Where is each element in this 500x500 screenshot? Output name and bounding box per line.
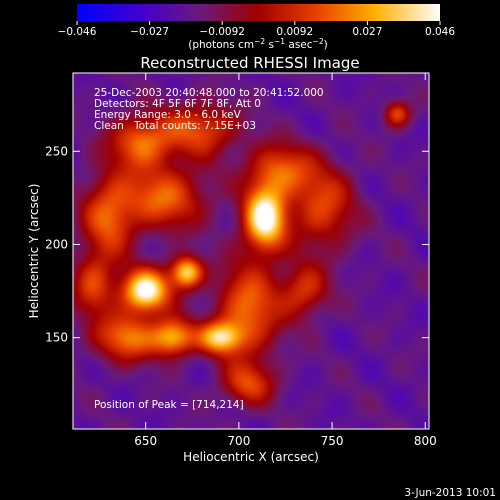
colorbar-tick-label: −0.027 bbox=[130, 26, 169, 38]
colorbar-tick-label: −0.046 bbox=[58, 26, 97, 38]
x-tick-label: 750 bbox=[321, 434, 344, 448]
time-range-label: 25-Dec-2003 20:40:48.000 to 20:41:52.000 bbox=[94, 87, 324, 99]
colorbar-ticks: −0.046 −0.027 −0.0092 0.0092 0.027 0.046 bbox=[58, 21, 455, 38]
x-tick-label: 650 bbox=[134, 434, 157, 448]
energy-range-label: Energy Range: 3.0 - 6.0 keV bbox=[94, 109, 242, 121]
total-counts-label: Total counts: 7.15E+03 bbox=[133, 120, 256, 132]
axis-ticks: 650 700 750 800 150 200 250 bbox=[45, 73, 437, 448]
detectors-label: Detectors: 4F 5F 6F 7F 8F, Att 0 bbox=[94, 98, 261, 110]
x-axis-label: Heliocentric X (arcsec) bbox=[183, 450, 319, 464]
heatmap-image bbox=[73, 73, 429, 429]
x-tick-label: 700 bbox=[227, 434, 250, 448]
colorbar: −0.046 −0.027 −0.0092 0.0092 0.027 0.046 (pho… bbox=[58, 4, 455, 51]
plot-frame bbox=[72, 72, 430, 430]
algorithm-label: Clean bbox=[94, 120, 124, 132]
chart-title: Reconstructed RHESSI Image bbox=[140, 54, 359, 72]
y-tick-label: 200 bbox=[45, 237, 68, 251]
image-annotations: 25-Dec-2003 20:40:48.000 to 20:41:52.000… bbox=[94, 87, 324, 411]
colorbar-tick-label: 0.046 bbox=[425, 26, 455, 38]
peak-position-label: Position of Peak = [714,214] bbox=[94, 399, 244, 411]
y-tick-label: 250 bbox=[45, 144, 68, 158]
colorbar-tick-label: 0.027 bbox=[352, 26, 382, 38]
colorbar-gradient bbox=[77, 4, 440, 21]
y-tick-label: 150 bbox=[45, 331, 68, 345]
footer-date: 3-Jun-2013 10:01 bbox=[404, 487, 496, 499]
colorbar-tick-label: 0.0092 bbox=[276, 26, 313, 38]
x-tick-label: 800 bbox=[414, 434, 437, 448]
colorbar-unit: (photons cm−2 s−1 asec−2) bbox=[188, 37, 327, 51]
y-axis-label: Heliocentric Y (arcsec) bbox=[27, 184, 41, 319]
colorbar-tick-label: −0.0092 bbox=[199, 26, 245, 38]
